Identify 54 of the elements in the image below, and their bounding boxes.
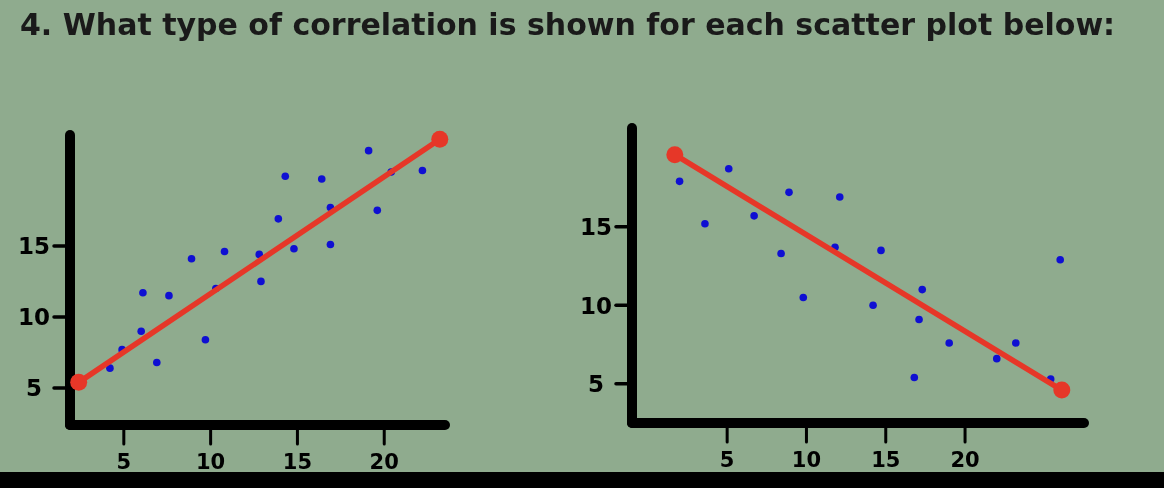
point: [187, 254, 196, 263]
point: [750, 212, 758, 220]
point: [220, 247, 229, 256]
point: [1053, 381, 1071, 399]
point: [945, 339, 953, 347]
point: [418, 166, 427, 175]
point: [431, 130, 449, 148]
y-tick-label: 10: [579, 292, 613, 319]
text: 4. What type of correlation is shown for each scatter plot below:: [20, 7, 1116, 42]
point: [139, 288, 147, 297]
point: [106, 364, 114, 372]
x-tick-label: 10: [196, 450, 226, 474]
point: [777, 249, 785, 258]
point: [724, 165, 733, 173]
point: [165, 291, 173, 300]
point: [877, 246, 885, 255]
point: [869, 301, 877, 310]
point: [701, 219, 709, 228]
point: [317, 175, 326, 183]
point: [70, 373, 88, 391]
point: [201, 335, 210, 344]
x-tick-label: 15: [282, 450, 313, 474]
point: [137, 327, 145, 335]
x-tick-label: 20: [950, 448, 980, 472]
point: [918, 285, 927, 294]
point: [274, 215, 283, 223]
y-tick-label: 15: [17, 233, 51, 260]
point: [153, 358, 161, 367]
point: [255, 250, 264, 259]
point: [1056, 256, 1065, 264]
y-tick-label: 15: [579, 214, 613, 241]
point: [835, 193, 844, 201]
point: [281, 172, 290, 181]
x-tick-label: 5: [719, 448, 735, 472]
point: [257, 277, 265, 286]
point: [910, 373, 919, 382]
x-tick-label: 10: [791, 448, 822, 472]
point: [373, 206, 382, 215]
y-tick-label: 10: [17, 304, 51, 331]
point: [915, 315, 923, 324]
x-tick-label: 20: [369, 450, 399, 474]
point: [666, 146, 684, 164]
point: [675, 177, 684, 186]
x-tick-label: 15: [871, 448, 901, 472]
point: [785, 188, 793, 197]
point: [364, 146, 373, 155]
y-tick-label: 5: [25, 375, 43, 402]
y-tick-label: 5: [587, 371, 605, 398]
point: [290, 244, 298, 253]
point: [326, 240, 335, 249]
x-tick-label: 5: [116, 450, 132, 474]
point: [1012, 339, 1020, 347]
point: [799, 293, 808, 302]
point: [992, 354, 1001, 363]
